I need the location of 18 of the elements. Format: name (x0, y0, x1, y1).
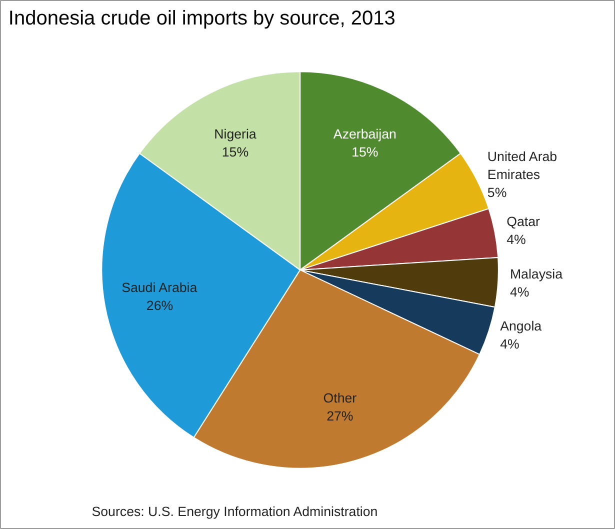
source-note: Sources: U.S. Energy Information Administration (92, 504, 378, 520)
data-label: 26% (146, 298, 174, 314)
data-label: 15% (222, 144, 249, 160)
data-label: 4% (500, 336, 520, 352)
slice-label: Other (323, 390, 358, 406)
slice-label: Nigeria (214, 126, 257, 142)
data-label: 4% (506, 232, 526, 248)
slice-label: Angola (500, 318, 542, 334)
chart-title: Indonesia crude oil imports by source, 2013 (8, 7, 396, 30)
data-label: 15% (352, 144, 378, 160)
slice-label: United Arab Emirates (487, 149, 558, 182)
data-label: 4% (510, 284, 530, 300)
slice-label: Malaysia (510, 266, 564, 282)
slice-label: Azerbaijan (333, 126, 396, 142)
data-label: 27% (326, 408, 354, 424)
slice-label: Qatar (506, 214, 541, 230)
data-label: 5% (487, 185, 507, 200)
slice-label: Saudi Arabia (122, 280, 198, 296)
